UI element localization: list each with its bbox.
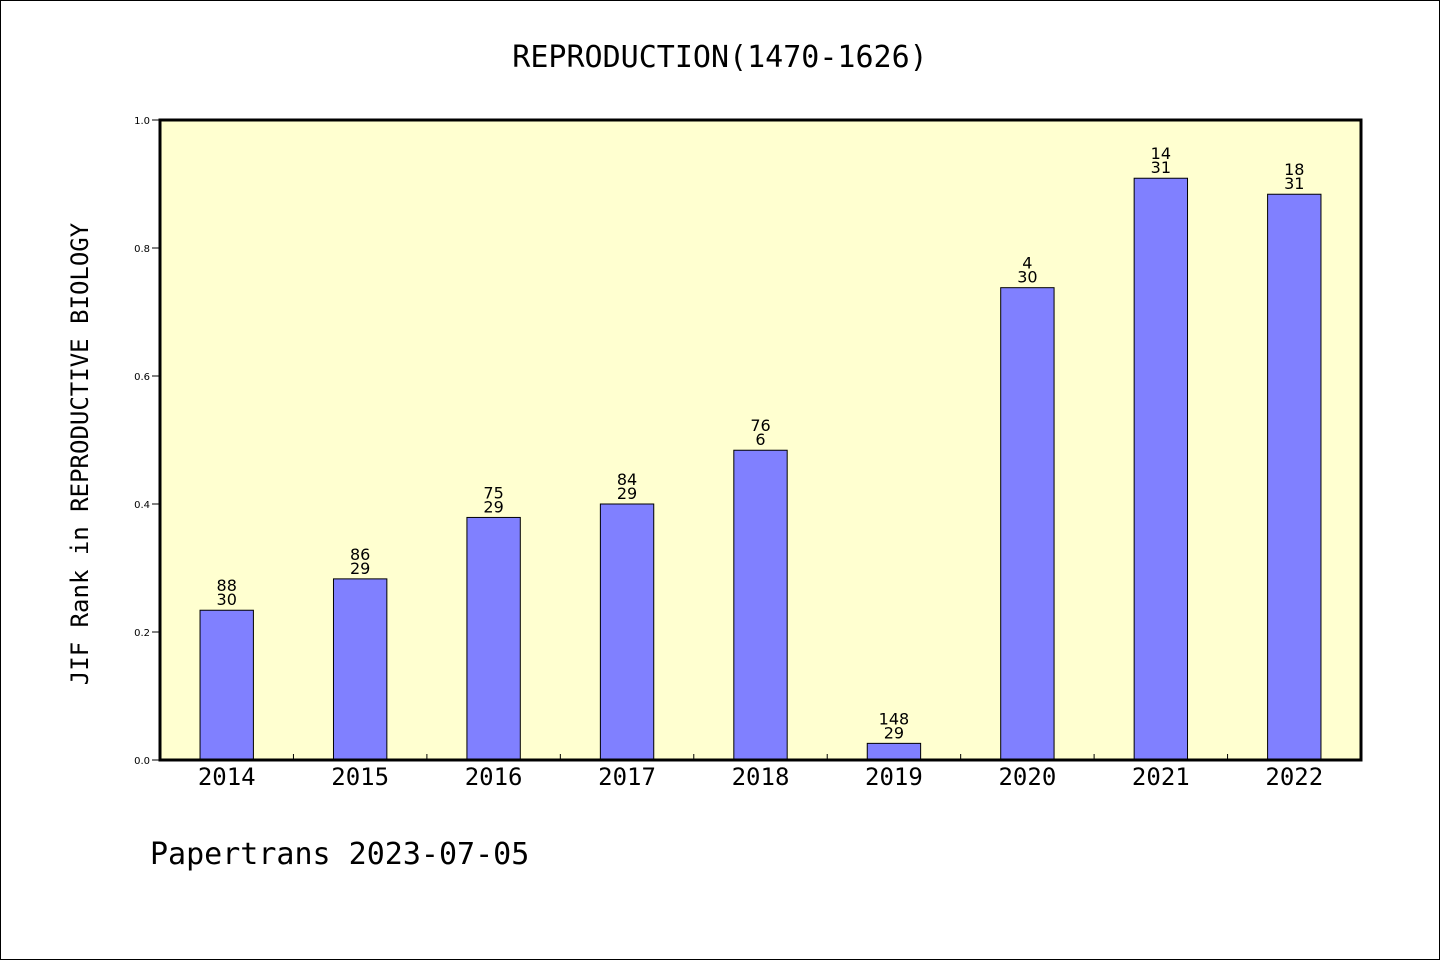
plot-border (158, 118, 1363, 762)
bars-group (199, 177, 1322, 761)
bar-rank-label: 75 (483, 483, 503, 502)
bar-2014 (199, 609, 254, 761)
bar-total-label: 31 (1284, 174, 1304, 193)
bar-labels-group: 2014883020158629201675292017842920187662… (198, 144, 1323, 791)
bar-total-label: 31 (1151, 158, 1171, 177)
bar-2020 (1000, 287, 1055, 761)
bar-rank-label: 18 (1284, 160, 1304, 179)
x-tick-label: 2022 (1265, 763, 1323, 791)
bar-rank-label: 4 (1022, 254, 1032, 273)
x-tick-label: 2018 (732, 763, 790, 791)
bar-rank-label: 88 (217, 576, 237, 595)
x-tick-label: 2019 (865, 763, 923, 791)
y-tick-label: 0.2 (134, 628, 150, 639)
bar-2015 (332, 578, 388, 761)
footer-text: Papertrans 2023-07-05 (150, 837, 529, 872)
bar-total-label: 29 (483, 497, 503, 516)
bar-rank-label: 14 (1151, 144, 1171, 163)
bar-total-label: 30 (1017, 268, 1037, 287)
x-tick-label: 2017 (598, 763, 656, 791)
bar-2016 (466, 516, 521, 761)
bar-rank-label: 84 (617, 470, 637, 489)
bar-2018 (733, 449, 788, 761)
bar-2021 (1133, 177, 1189, 761)
y-tick-label: 0.4 (134, 500, 150, 511)
bar-2022 (1267, 193, 1322, 761)
bar-total-label: 6 (755, 430, 765, 449)
y-axis-label: JIF Rank in REPRODUCTIVE BIOLOGY (66, 222, 94, 685)
bar-rank-label: 76 (750, 416, 770, 435)
bar-total-label: 29 (617, 484, 637, 503)
x-tick-label: 2015 (331, 763, 389, 791)
bar-total-label: 30 (217, 590, 237, 609)
bar-total-label: 29 (884, 723, 904, 742)
bar-2019 (866, 742, 922, 761)
y-tick-label: 0.0 (134, 756, 150, 767)
chart-title: REPRODUCTION(1470-1626) (512, 40, 927, 75)
x-tick-label: 2020 (998, 763, 1056, 791)
y-tick-label: 0.8 (134, 244, 150, 255)
x-tick-label: 2016 (465, 763, 523, 791)
bar-total-label: 29 (350, 559, 370, 578)
y-tick-label: 0.6 (134, 372, 150, 383)
x-tick-label: 2014 (198, 763, 256, 791)
bar-rank-label: 86 (350, 545, 370, 564)
bar-rank-label: 148 (879, 709, 910, 728)
y-tick-label: 1.0 (134, 116, 150, 127)
x-tick-label: 2021 (1132, 763, 1190, 791)
bar-2017 (599, 503, 655, 761)
